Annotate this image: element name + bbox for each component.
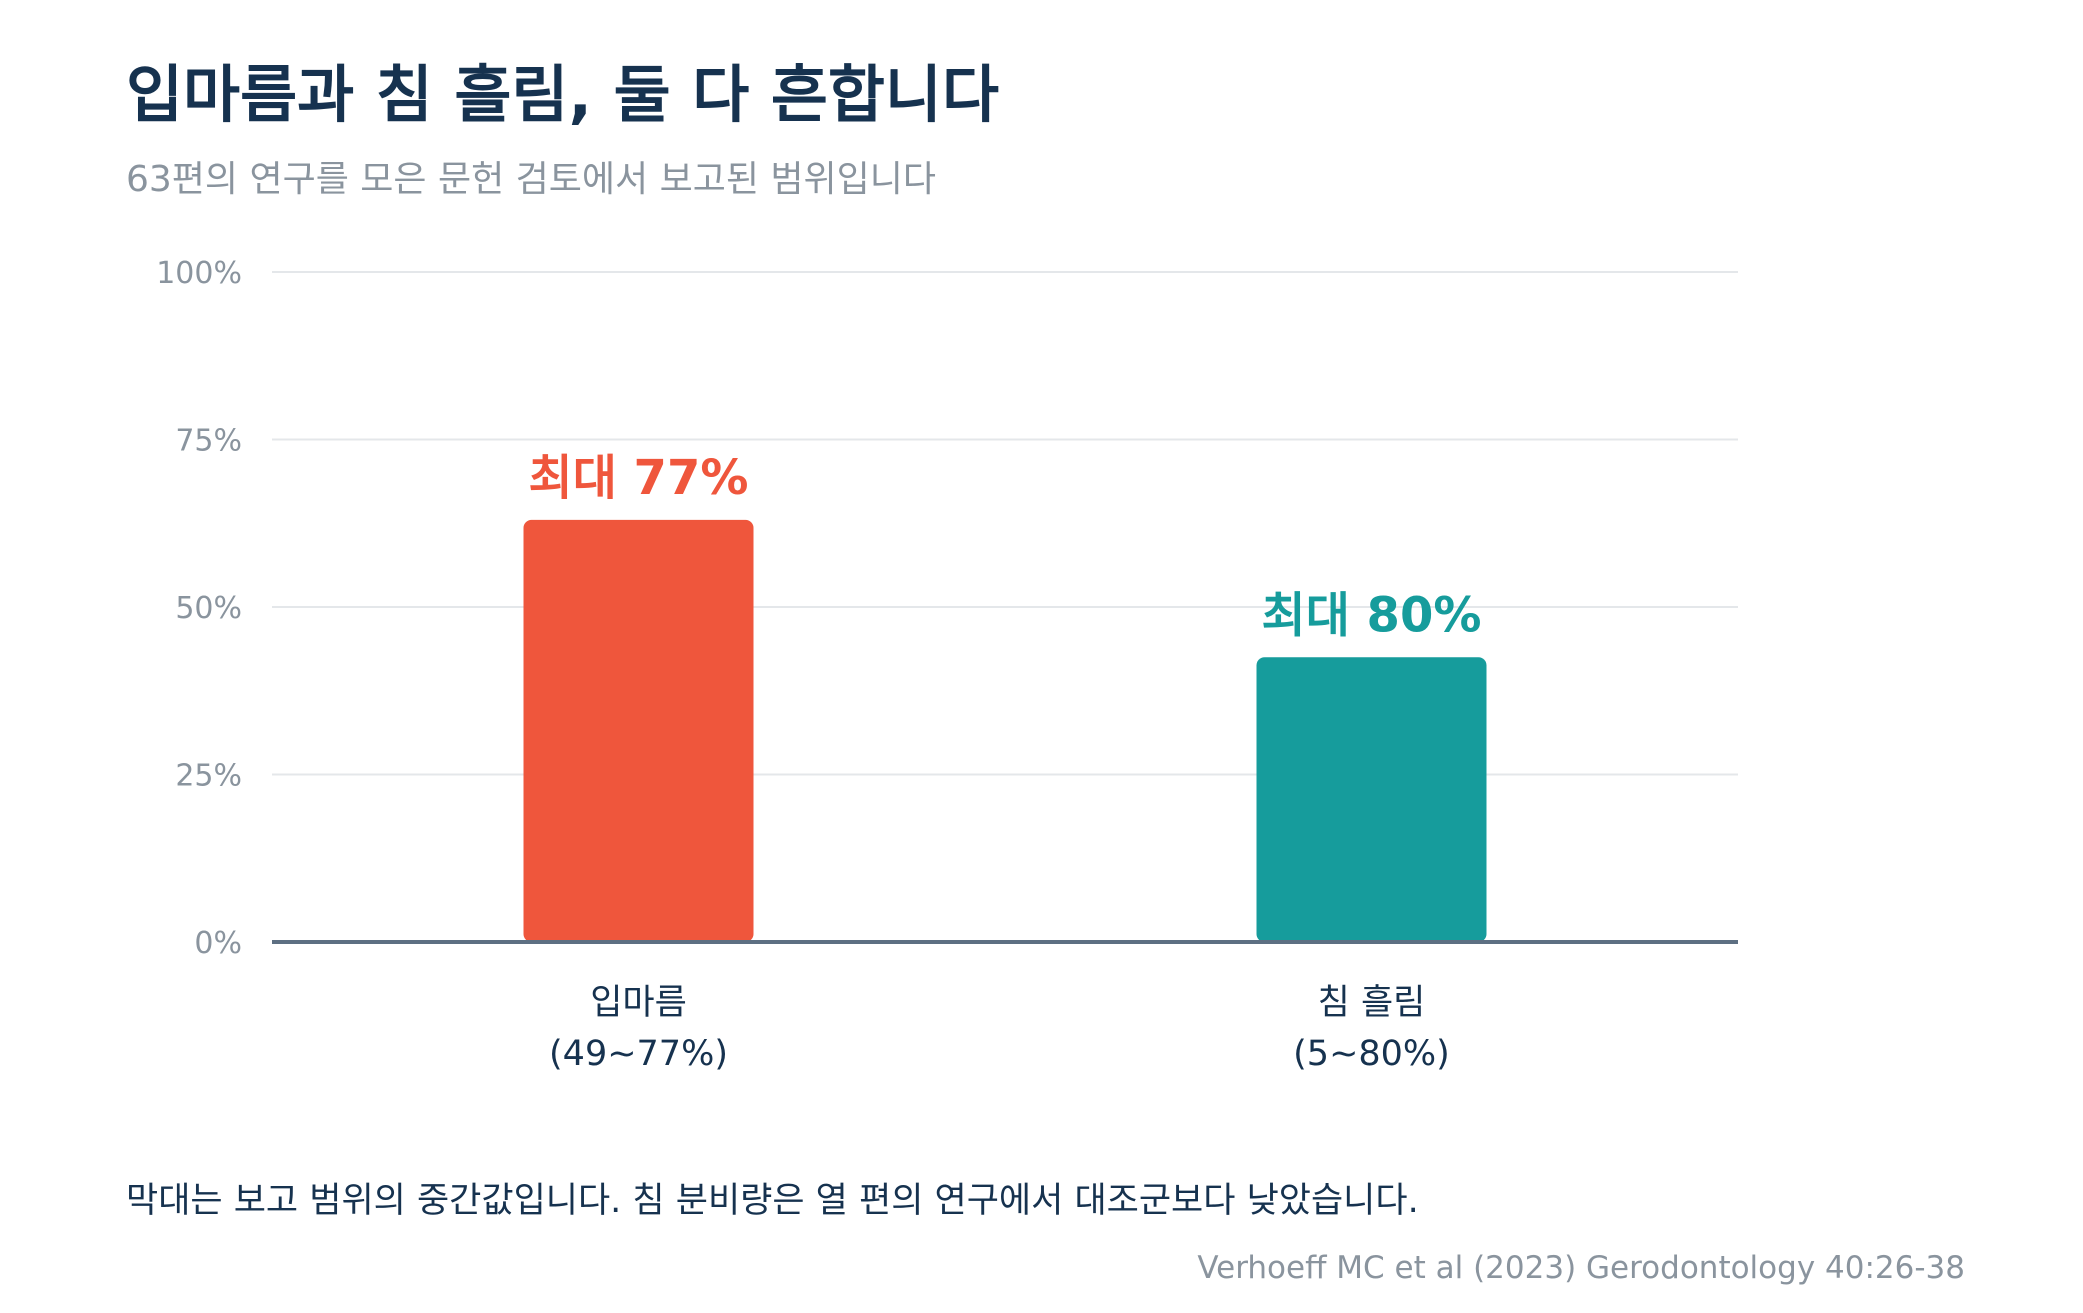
category-range-label: (5~80%)	[1293, 1034, 1450, 1074]
category-label: 입마름	[590, 983, 687, 1023]
chart-subtitle: 63편의 연구를 모은 문헌 검토에서 보고된 범위입니다	[126, 159, 936, 200]
y-tick-label: 25%	[175, 759, 242, 794]
y-tick-label: 75%	[175, 424, 242, 459]
y-tick-label: 100%	[156, 256, 242, 291]
gridlines	[272, 271, 1738, 776]
bar-data-label: 최대 80%	[1262, 587, 1482, 643]
category-range-label: (49~77%)	[549, 1034, 728, 1074]
bar	[523, 519, 754, 942]
bar	[1256, 657, 1487, 942]
bar-data-label: 최대 77%	[529, 450, 749, 506]
y-tick-label: 0%	[194, 926, 242, 961]
footnote: 막대는 보고 범위의 중간값입니다. 침 분비량은 열 편의 연구에서 대조군보…	[126, 1181, 1419, 1221]
bars	[523, 519, 1487, 942]
y-tick-label: 50%	[175, 591, 242, 626]
y-axis-ticks: 0% 25% 50% 75% 100%	[156, 256, 242, 961]
labels: 최대 77% 입마름 (49~77%) 최대 80% 침 흘림 (5~80%)	[529, 450, 1482, 1074]
chart-title: 입마름과 침 흘림, 둘 다 흔합니다	[126, 58, 999, 131]
category-label: 침 흘림	[1318, 983, 1426, 1023]
source-citation: Verhoeff MC et al (2023) Gerodontology 4…	[1197, 1250, 1965, 1286]
bar-chart: 0% 25% 50% 75% 100% 최대 77% 입마름 (49~77%) 최대 80% 침…	[156, 256, 1738, 1074]
